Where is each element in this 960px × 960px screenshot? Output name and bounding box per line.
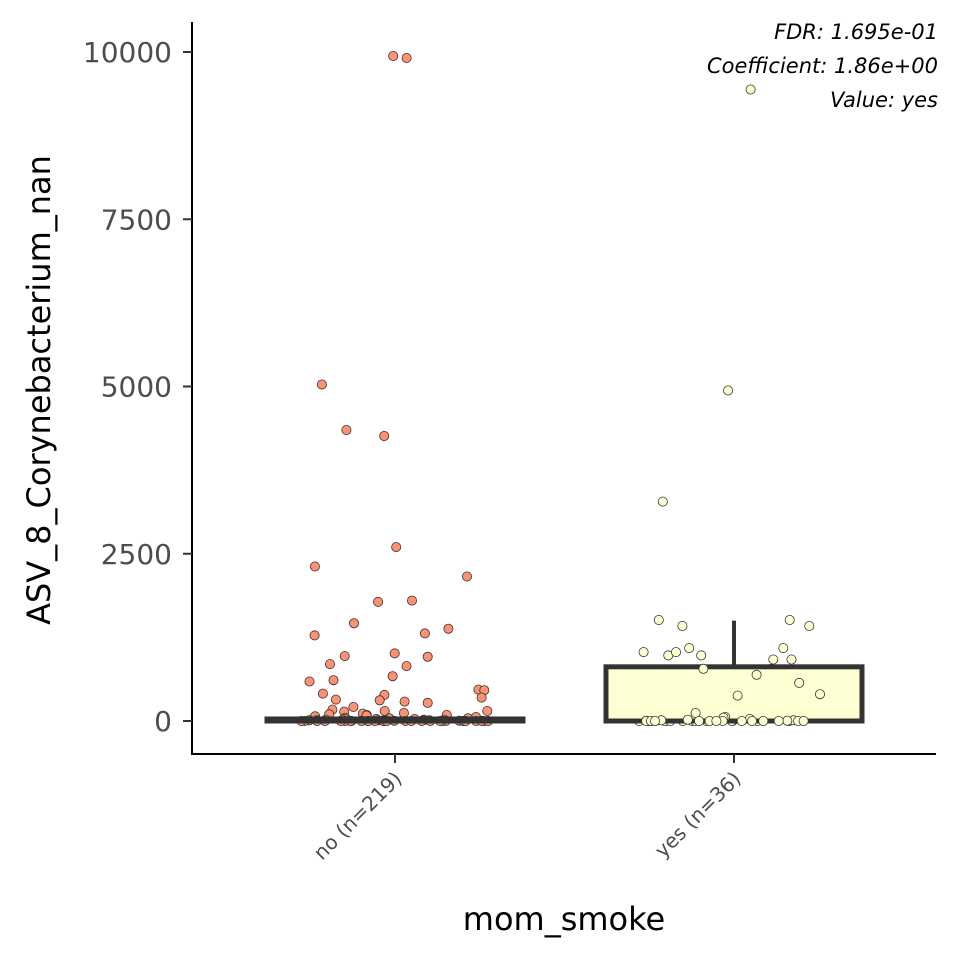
- x-tick-label: no (n=219): [309, 767, 407, 865]
- data-point: [422, 697, 433, 708]
- annotation-value: Value: yes: [830, 88, 938, 112]
- annotation-coefficient: Coefficient: 1.86e+00: [707, 54, 938, 78]
- data-point: [696, 650, 707, 661]
- data-point: [461, 571, 472, 582]
- y-tick-label: 2500: [101, 538, 172, 571]
- data-point: [401, 53, 412, 64]
- y-tick-label: 10000: [83, 36, 172, 69]
- data-point: [751, 669, 762, 680]
- data-point: [804, 621, 815, 632]
- data-point: [794, 677, 805, 688]
- data-point: [391, 542, 402, 553]
- data-point: [650, 716, 661, 727]
- y-ticks: 0 2500 5000 7500 10000: [83, 36, 192, 738]
- data-point: [723, 385, 734, 396]
- y-axis-title: ASV_8_Corynebacterium_nan: [20, 155, 58, 625]
- data-point: [401, 661, 412, 672]
- data-point: [773, 716, 784, 727]
- boxes-layer: [264, 615, 865, 727]
- data-point: [330, 694, 341, 705]
- data-point: [732, 690, 743, 701]
- data-point: [798, 716, 809, 727]
- data-point: [784, 615, 795, 626]
- x-axis-title: mom_smoke: [463, 900, 665, 938]
- data-point: [694, 716, 705, 727]
- data-point: [398, 708, 409, 719]
- data-point: [745, 84, 756, 95]
- data-point: [309, 561, 320, 572]
- y-tick-label: 0: [154, 705, 172, 738]
- points-layer: [296, 51, 815, 727]
- data-point: [316, 379, 327, 390]
- data-point: [379, 430, 390, 441]
- data-point: [328, 675, 339, 686]
- data-point: [317, 688, 328, 699]
- data-point: [339, 651, 350, 662]
- x-ticks: no (n=219) yes (n=36): [309, 754, 746, 864]
- data-point: [304, 676, 315, 687]
- data-point: [309, 630, 320, 641]
- data-point: [711, 716, 722, 727]
- data-point: [782, 715, 793, 726]
- data-point: [736, 716, 747, 727]
- data-point: [677, 621, 688, 632]
- data-point: [657, 496, 668, 507]
- data-point: [374, 695, 385, 706]
- y-tick-label: 5000: [101, 371, 172, 404]
- data-point: [341, 424, 352, 435]
- data-point: [406, 595, 417, 606]
- data-point: [388, 51, 399, 62]
- data-point: [786, 654, 797, 665]
- data-point: [671, 647, 682, 658]
- data-point: [443, 623, 454, 634]
- data-point: [387, 671, 398, 682]
- data-point: [758, 716, 769, 727]
- data-point: [476, 692, 487, 703]
- data-point: [682, 714, 693, 725]
- y-tick-label: 7500: [101, 203, 172, 236]
- annotation-fdr: FDR: 1.695e-01: [774, 20, 938, 44]
- data-point: [389, 648, 400, 659]
- data-point: [399, 696, 410, 707]
- data-point: [747, 716, 758, 727]
- data-point: [698, 663, 709, 674]
- data-point: [373, 596, 384, 607]
- data-point: [482, 706, 493, 717]
- data-point: [653, 615, 664, 626]
- data-point: [419, 628, 430, 639]
- data-point: [778, 643, 789, 654]
- data-point: [348, 618, 359, 629]
- x-tick-label: yes (n=36): [650, 767, 746, 863]
- data-point: [815, 689, 826, 700]
- data-point: [638, 647, 649, 658]
- data-point: [324, 659, 335, 670]
- data-point: [348, 702, 359, 713]
- data-point: [422, 651, 433, 662]
- data-point: [768, 654, 779, 665]
- data-point: [684, 643, 695, 654]
